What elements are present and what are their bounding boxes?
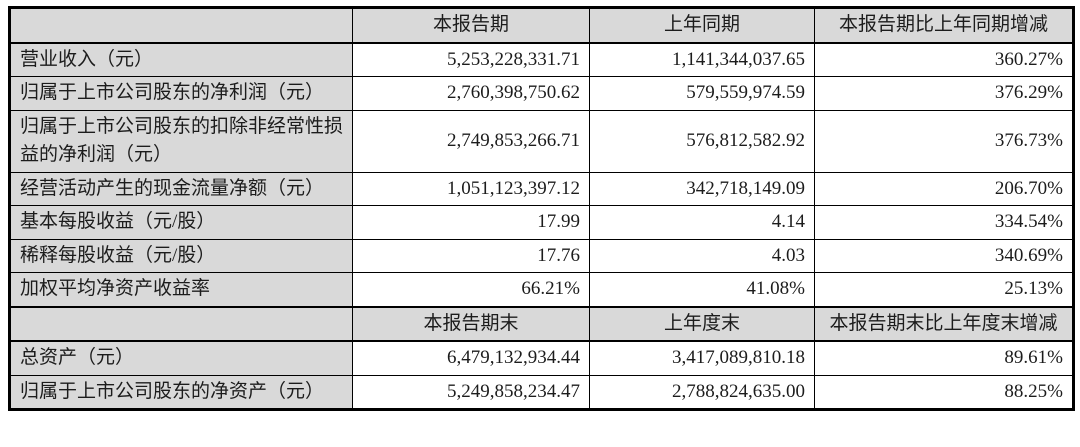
current-period-value: 6,479,132,934.44 <box>352 340 590 376</box>
change-value: 360.27% <box>814 42 1074 77</box>
table-row-diluted-eps: 稀释每股收益（元/股） 17.76 4.03 340.69% <box>9 238 1074 273</box>
row-label: 稀释每股收益（元/股） <box>9 238 353 273</box>
prior-period-value: 4.14 <box>589 205 815 240</box>
prior-period-value: 4.03 <box>589 238 815 273</box>
row-label: 营业收入（元） <box>9 42 353 77</box>
current-period-value: 17.99 <box>352 205 590 240</box>
table-row-operating-cash-flow: 经营活动产生的现金流量净额（元） 1,051,123,397.12 342,71… <box>9 171 1074 206</box>
table-row-net-assets: 归属于上市公司股东的净资产（元） 5,249,858,234.47 2,788,… <box>9 374 1074 410</box>
header-current-period-end: 本报告期末 <box>352 305 590 342</box>
yearend-header-row: 本报告期末 上年度末 本报告期末比上年度末增减 <box>9 305 1074 342</box>
current-period-value: 5,249,858,234.47 <box>352 374 590 410</box>
period-header-row: 本报告期 上年同期 本报告期比上年同期增减 <box>9 6 1074 44</box>
row-label: 总资产（元） <box>9 340 353 376</box>
header-current-period: 本报告期 <box>352 6 590 44</box>
prior-period-value: 1,141,344,037.65 <box>589 42 815 77</box>
table-row-net-profit-excl-nonrecurring: 归属于上市公司股东的扣除非经常性损益的净利润（元） 2,749,853,266.… <box>9 109 1074 173</box>
current-period-value: 17.76 <box>352 238 590 273</box>
current-period-value: 2,749,853,266.71 <box>352 109 590 173</box>
table-row-net-profit: 归属于上市公司股东的净利润（元） 2,760,398,750.62 579,55… <box>9 76 1074 111</box>
change-value: 88.25% <box>814 374 1074 410</box>
current-period-value: 5,253,228,331.71 <box>352 42 590 77</box>
prior-period-value: 41.08% <box>589 272 815 307</box>
prior-period-value: 576,812,582.92 <box>589 109 815 173</box>
financial-summary-table: 本报告期 上年同期 本报告期比上年同期增减 营业收入（元） 5,253,228,… <box>8 6 1075 411</box>
header-prior-period: 上年同期 <box>589 6 815 44</box>
header-yearend-change: 本报告期末比上年度末增减 <box>814 305 1074 342</box>
current-period-value: 2,760,398,750.62 <box>352 76 590 111</box>
change-value: 25.13% <box>814 272 1074 307</box>
row-label: 经营活动产生的现金流量净额（元） <box>9 171 353 206</box>
table-row-basic-eps: 基本每股收益（元/股） 17.99 4.14 334.54% <box>9 205 1074 240</box>
table-row-total-assets: 总资产（元） 6,479,132,934.44 3,417,089,810.18… <box>9 340 1074 376</box>
change-value: 89.61% <box>814 340 1074 376</box>
prior-period-value: 579,559,974.59 <box>589 76 815 111</box>
row-label: 归属于上市公司股东的扣除非经常性损益的净利润（元） <box>9 109 353 173</box>
table-row-revenue: 营业收入（元） 5,253,228,331.71 1,141,344,037.6… <box>9 42 1074 77</box>
prior-period-value: 3,417,089,810.18 <box>589 340 815 376</box>
change-value: 334.54% <box>814 205 1074 240</box>
header-prior-year-end: 上年度末 <box>589 305 815 342</box>
yearend-header-blank-cell <box>9 305 353 342</box>
row-label: 基本每股收益（元/股） <box>9 205 353 240</box>
change-value: 376.29% <box>814 76 1074 111</box>
change-value: 206.70% <box>814 171 1074 206</box>
change-value: 376.73% <box>814 109 1074 173</box>
row-label: 归属于上市公司股东的净利润（元） <box>9 76 353 111</box>
row-label: 加权平均净资产收益率 <box>9 272 353 307</box>
current-period-value: 66.21% <box>352 272 590 307</box>
table-row-weighted-avg-roe: 加权平均净资产收益率 66.21% 41.08% 25.13% <box>9 272 1074 307</box>
prior-period-value: 342,718,149.09 <box>589 171 815 206</box>
row-label: 归属于上市公司股东的净资产（元） <box>9 374 353 410</box>
prior-period-value: 2,788,824,635.00 <box>589 374 815 410</box>
current-period-value: 1,051,123,397.12 <box>352 171 590 206</box>
header-period-change: 本报告期比上年同期增减 <box>814 6 1074 44</box>
change-value: 340.69% <box>814 238 1074 273</box>
period-header-blank-cell <box>9 6 353 44</box>
